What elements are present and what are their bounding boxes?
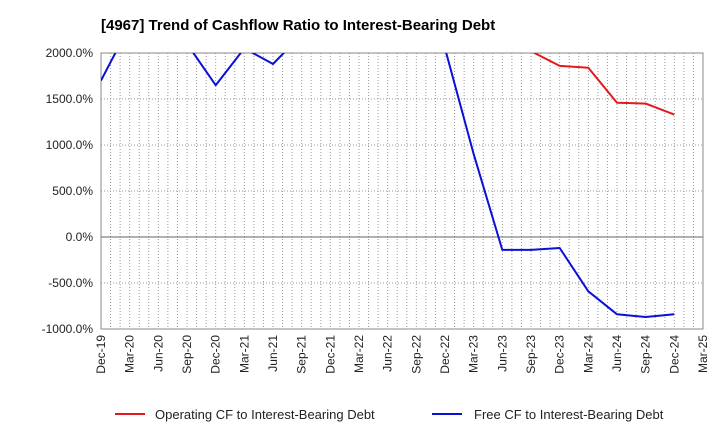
free-cf-series-line	[101, 53, 675, 318]
x-tick-label: Jun-22	[381, 335, 395, 372]
x-tick-label: Dec-24	[667, 335, 681, 374]
y-tick-label: -1000.0%	[42, 322, 94, 336]
x-tick-label: Dec-19	[94, 335, 108, 374]
x-tick-label: Dec-21	[323, 335, 337, 374]
x-tick-label: Mar-21	[237, 335, 251, 373]
y-axis-ticks: 2000.0% 1500.0% 1000.0% 500.0% 0.0% -500.0% -1…	[42, 46, 94, 336]
y-tick-label: 2000.0%	[46, 46, 94, 60]
legend-label: Operating CF to Interest-Bearing Debt	[155, 407, 375, 422]
y-tick-label: -500.0%	[48, 276, 93, 290]
horizontal-grid	[101, 98, 703, 284]
y-tick-label: 500.0%	[52, 184, 93, 198]
x-tick-label: Dec-22	[438, 335, 452, 374]
legend: Operating CF to Interest-Bearing Debt Fre…	[115, 407, 664, 422]
y-tick-label: 0.0%	[66, 230, 94, 244]
x-tick-label: Jun-21	[266, 335, 280, 372]
x-tick-label: Mar-24	[581, 335, 595, 373]
operating-cf-series-line	[532, 53, 675, 116]
x-tick-label: Sep-24	[639, 335, 653, 374]
x-tick-label: Mar-23	[467, 335, 481, 373]
x-tick-label: Jun-20	[151, 335, 165, 372]
x-tick-label: Jun-24	[610, 335, 624, 372]
legend-label: Free CF to Interest-Bearing Debt	[474, 407, 664, 422]
x-tick-label: Sep-20	[180, 335, 194, 374]
plot-area	[100, 52, 704, 330]
x-axis-ticks: Dec-19 Mar-20 Jun-20 Sep-20 Dec-20 Mar-21 Jun-…	[94, 335, 710, 374]
x-tick-label: Sep-23	[524, 335, 538, 374]
y-tick-label: 1500.0%	[46, 92, 94, 106]
x-tick-label: Mar-22	[352, 335, 366, 373]
x-tick-label: Sep-21	[295, 335, 309, 374]
x-tick-label: Jun-23	[495, 335, 509, 372]
x-tick-label: Dec-20	[209, 335, 223, 374]
x-tick-label: Dec-23	[553, 335, 567, 374]
series-lines	[101, 53, 675, 318]
x-tick-label: Sep-22	[409, 335, 423, 374]
x-tick-label: Mar-20	[123, 335, 137, 373]
chart-title: [4967] Trend of Cashflow Ratio to Intere…	[101, 17, 495, 34]
x-tick-label: Mar-25	[696, 335, 710, 373]
y-tick-label: 1000.0%	[46, 138, 94, 152]
